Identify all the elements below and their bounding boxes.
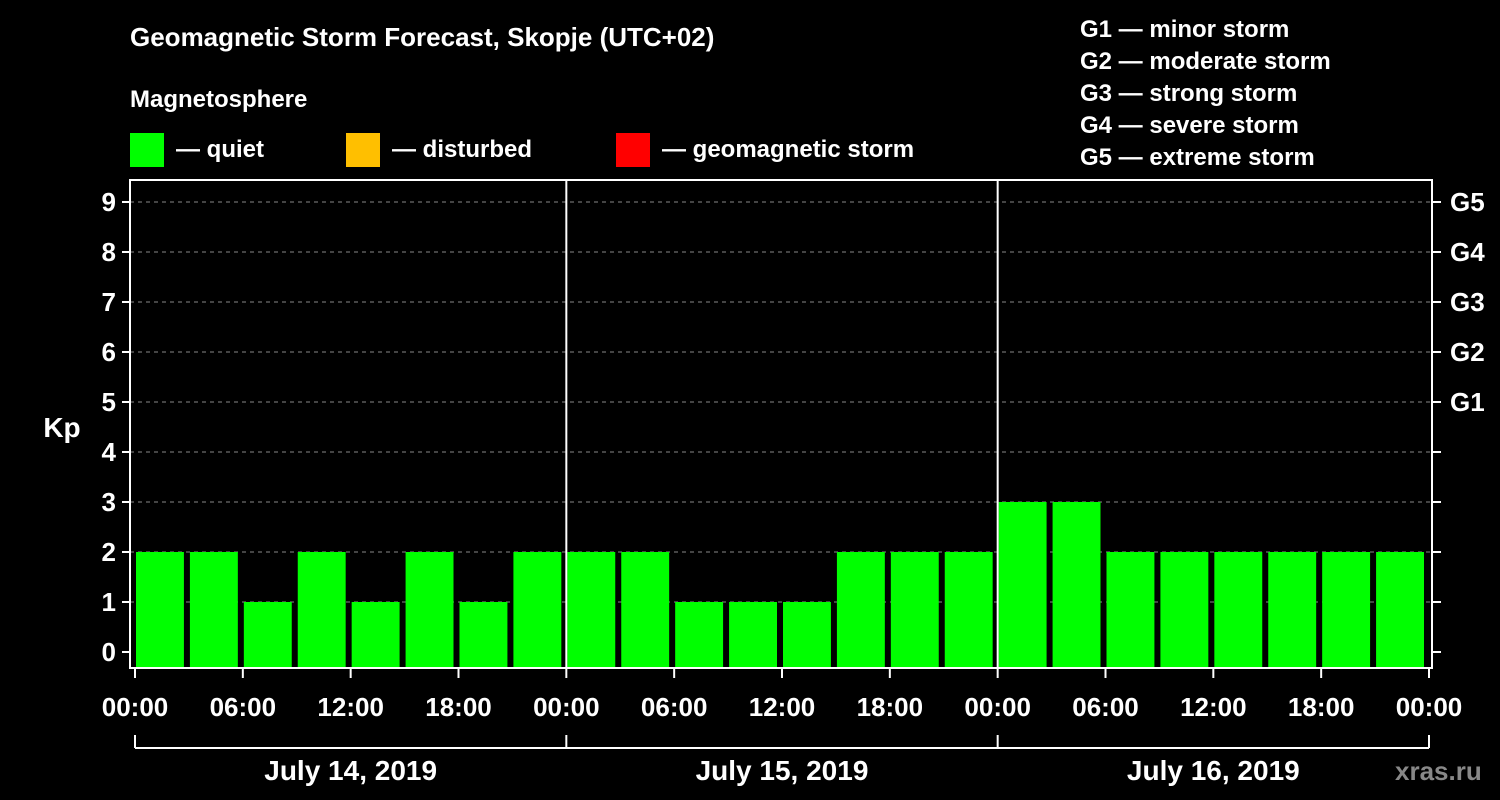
kp-bar <box>998 502 1047 667</box>
g-scale-tick-label: G5 <box>1450 187 1485 217</box>
kp-bar <box>297 552 346 667</box>
x-tick-label: 12:00 <box>1180 692 1247 722</box>
g-scale-tick-label: G3 <box>1450 287 1485 317</box>
kp-bar <box>405 552 454 667</box>
x-tick-label: 00:00 <box>964 692 1031 722</box>
legend-label-disturbed: — disturbed <box>392 136 533 163</box>
kp-bar <box>1376 552 1424 667</box>
legend-label-storm: — geomagnetic storm <box>662 136 915 163</box>
legend-subtitle: Magnetosphere <box>130 86 308 113</box>
kp-bar <box>136 552 184 667</box>
x-tick-label: 12:00 <box>749 692 816 722</box>
g-scale-tick-label: G4 <box>1450 237 1485 267</box>
legend-swatch-quiet <box>130 133 164 167</box>
x-tick-label: 18:00 <box>425 692 492 722</box>
g-scale-g5: G5 — extreme storm <box>1080 144 1315 171</box>
y-axis-label: Kp <box>43 412 80 443</box>
y-tick-label: 2 <box>102 537 116 567</box>
x-tick-label: 06:00 <box>210 692 277 722</box>
y-tick-label: 9 <box>102 187 116 217</box>
y-tick-label: 6 <box>102 337 116 367</box>
legend-item-storm: — geomagnetic storm <box>616 133 914 167</box>
x-tick-label: 12:00 <box>317 692 384 722</box>
x-tick-label: 06:00 <box>641 692 708 722</box>
x-tick-label: 00:00 <box>533 692 600 722</box>
y-tick-label: 7 <box>102 287 116 317</box>
y-tick-label: 4 <box>102 437 117 467</box>
kp-bar <box>1106 552 1155 667</box>
g-scale-tick-label: G1 <box>1450 387 1485 417</box>
y-tick-label: 8 <box>102 237 116 267</box>
watermark: xras.ru <box>1395 756 1482 786</box>
legend-item-disturbed: — disturbed <box>346 133 532 167</box>
kp-bar <box>675 602 724 667</box>
kp-bar <box>1214 552 1263 667</box>
kp-bar <box>351 602 400 667</box>
kp-bar <box>1322 552 1371 667</box>
legend-label-quiet: — quiet <box>176 136 264 163</box>
g-scale-g1: G1 — minor storm <box>1080 16 1290 43</box>
g-scale-g4: G4 — severe storm <box>1080 112 1299 139</box>
kp-bar <box>1052 502 1101 667</box>
day-label: July 16, 2019 <box>1127 755 1300 786</box>
x-tick-label: 00:00 <box>1396 692 1463 722</box>
kp-bar <box>621 552 670 667</box>
day-label: July 15, 2019 <box>696 755 869 786</box>
kp-bar <box>836 552 885 667</box>
x-tick-label: 00:00 <box>102 692 169 722</box>
y-tick-label: 1 <box>102 587 116 617</box>
kp-bar <box>459 602 508 667</box>
legend-item-quiet: — quiet <box>130 133 264 167</box>
legend-swatch-storm <box>616 133 650 167</box>
kp-bar <box>513 552 562 667</box>
kp-bar <box>243 602 292 667</box>
chart-title: Geomagnetic Storm Forecast, Skopje (UTC+… <box>130 22 715 52</box>
y-tick-label: 3 <box>102 487 116 517</box>
g-scale-tick-label: G2 <box>1450 337 1485 367</box>
g-scale-g2: G2 — moderate storm <box>1080 48 1331 75</box>
kp-bar <box>890 552 939 667</box>
x-tick-label: 18:00 <box>857 692 924 722</box>
g-scale-legend: G1 — minor storm G2 — moderate storm G3 … <box>1080 14 1331 174</box>
legend-swatch-disturbed <box>346 133 380 167</box>
kp-bar <box>729 602 777 667</box>
kp-bar <box>189 552 238 667</box>
kp-bar <box>567 552 616 667</box>
y-tick-label: 0 <box>102 637 116 667</box>
x-tick-label: 18:00 <box>1288 692 1355 722</box>
kp-bar <box>1160 552 1209 667</box>
y-tick-label: 5 <box>102 387 116 417</box>
day-label: July 14, 2019 <box>264 755 437 786</box>
x-tick-label: 06:00 <box>1072 692 1139 722</box>
kp-bar <box>1268 552 1317 667</box>
kp-bar <box>783 602 831 667</box>
kp-bar <box>944 552 993 667</box>
g-scale-g3: G3 — strong storm <box>1080 80 1298 107</box>
